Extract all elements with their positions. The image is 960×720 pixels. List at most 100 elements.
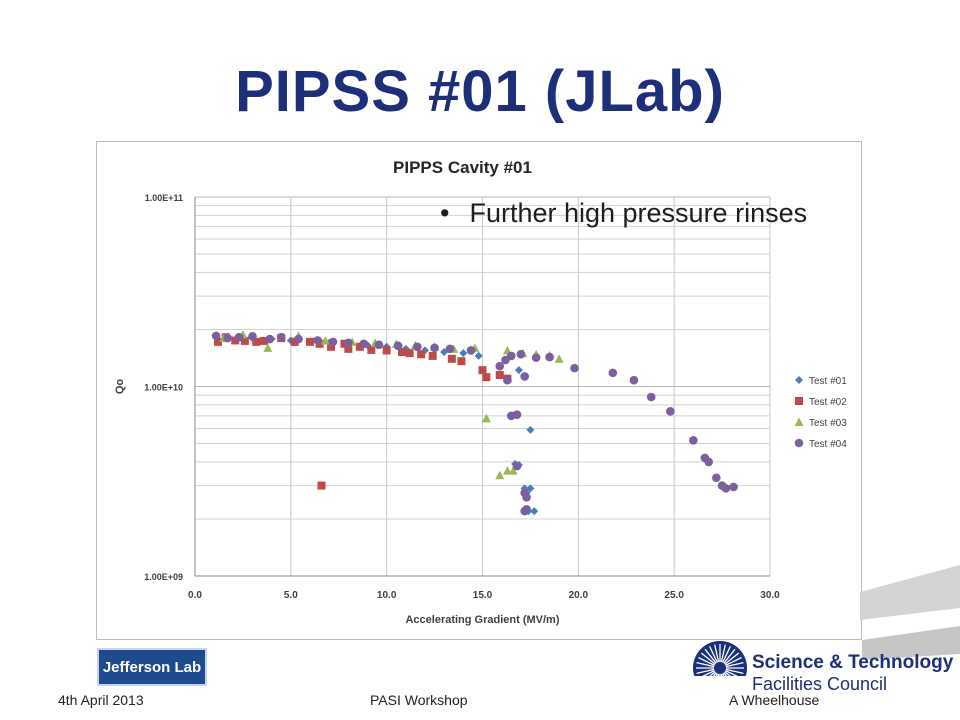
data-point-test-4 <box>570 363 579 373</box>
stfc-logo-line1: Science & Technology <box>752 652 954 673</box>
x-axis-label: Accelerating Gradient (MV/m) <box>405 614 559 626</box>
data-point-test-2 <box>214 337 222 346</box>
data-point-test-4 <box>503 375 512 385</box>
data-point-test-2 <box>252 337 261 346</box>
data-point-test-2 <box>405 349 414 358</box>
data-point-test-4 <box>328 337 338 347</box>
data-point-test-4 <box>374 340 384 350</box>
data-point-test-2 <box>495 370 504 379</box>
data-point-test-4 <box>646 392 656 402</box>
y-tick-label: 1.00E+09 <box>144 572 183 582</box>
data-point-test-4 <box>712 473 721 483</box>
x-tick-label: 5.0 <box>284 590 298 601</box>
data-point-test-4 <box>520 372 529 381</box>
data-point-test-4 <box>495 361 505 371</box>
data-point-test-4 <box>313 336 322 345</box>
data-point-test-1 <box>474 351 483 360</box>
x-tick-label: 0.0 <box>188 590 202 601</box>
data-point-test-4 <box>211 331 221 341</box>
x-tick-label: 25.0 <box>664 590 684 601</box>
data-point-test-1 <box>526 425 535 434</box>
footer-date: 4th April 2013 <box>58 692 144 708</box>
data-point-test-1 <box>530 507 539 516</box>
y-tick-label: 1.00E+10 <box>144 383 183 393</box>
data-point-test-3 <box>495 470 505 480</box>
data-point-test-4 <box>516 349 526 359</box>
data-point-test-2 <box>260 336 268 345</box>
legend-label: Test #04 <box>809 439 847 450</box>
data-point-test-2 <box>355 342 364 351</box>
stfc-logo-line2: Facilities Council <box>752 674 888 694</box>
chart-frame: PIPPS Cavity #01 0.0 5.0 10.0 15.0 20.0 25.0 30… <box>96 141 862 640</box>
data-point-test-2 <box>240 336 249 345</box>
data-point-test-4 <box>276 332 286 342</box>
data-point-test-2 <box>382 346 391 355</box>
data-point-test-4 <box>430 343 439 353</box>
jefferson-lab-logo-text: Jefferson Lab <box>102 658 202 676</box>
x-tick-label: 30.0 <box>760 590 780 601</box>
x-tick-label: 20.0 <box>569 590 589 601</box>
y-axis-label: Qo <box>114 379 126 395</box>
footer-author: A Wheelhouse <box>729 692 820 708</box>
bullet-dot: • <box>440 198 450 228</box>
scatter-chart: PIPPS Cavity #01 0.0 5.0 10.0 15.0 20.0 25.0 30… <box>114 158 847 626</box>
data-point-test-1 <box>514 366 523 375</box>
data-point-test-4 <box>522 493 531 502</box>
swoosh-lower <box>862 626 960 660</box>
data-point-test-2 <box>398 348 406 357</box>
jefferson-lab-logo: Jefferson Lab <box>97 648 207 686</box>
bullet-text: Further high pressure rinses <box>469 198 808 228</box>
data-point-test-2 <box>231 336 240 345</box>
data-point-test-4 <box>689 436 698 445</box>
legend-marker <box>795 397 803 405</box>
slide-title: PIPSS #01 (JLab) <box>235 59 725 124</box>
data-point-test-4 <box>466 346 476 355</box>
data-point-test-2 <box>306 337 314 346</box>
legend-label: Test #02 <box>809 397 847 408</box>
data-point-test-3 <box>263 343 273 352</box>
y-tick-label: 1.00E+11 <box>145 193 183 203</box>
legend-label: Test #01 <box>809 376 847 387</box>
data-point-test-4 <box>608 368 618 378</box>
data-point-test-4 <box>359 339 368 349</box>
data-point-test-4 <box>721 484 731 493</box>
data-point-test-2 <box>478 366 487 375</box>
legend-marker <box>795 376 803 384</box>
legend-label: Test #03 <box>809 418 847 429</box>
data-point-test-4 <box>234 332 244 342</box>
data-point-test-2 <box>428 351 437 360</box>
data-point-test-3 <box>554 354 564 363</box>
data-point-test-2 <box>344 344 353 353</box>
data-point-test-4 <box>265 334 275 344</box>
data-point-test-2 <box>367 345 376 354</box>
data-point-test-1 <box>459 349 468 358</box>
data-point-test-4 <box>445 344 455 354</box>
x-tick-label: 15.0 <box>473 590 493 601</box>
data-point-test-4 <box>545 352 554 362</box>
chart-title: PIPPS Cavity #01 <box>393 158 532 177</box>
stfc-logo: Science & Technology Facilities Council <box>690 638 953 698</box>
swoosh-upper <box>860 565 960 620</box>
data-point-test-2 <box>290 337 299 346</box>
x-tick-label: 10.0 <box>377 590 397 601</box>
data-point-test-4 <box>248 332 257 341</box>
data-point-test-4 <box>704 457 713 467</box>
data-point-test-4 <box>520 506 529 516</box>
data-point-test-4 <box>223 333 232 343</box>
data-point-test-2 <box>327 342 336 351</box>
data-point-test-4 <box>294 334 303 344</box>
data-point-test-4 <box>531 353 541 362</box>
data-point-test-4 <box>393 341 403 351</box>
legend-marker <box>794 438 804 448</box>
legend-marker <box>794 417 804 426</box>
data-point-test-3 <box>508 466 518 475</box>
data-point-test-4 <box>512 461 522 471</box>
data-point-test-2 <box>417 350 426 359</box>
data-point-test-2 <box>457 357 466 366</box>
data-point-test-4 <box>629 375 639 385</box>
footer-event: PASI Workshop <box>370 692 468 708</box>
data-point-test-4 <box>666 406 675 416</box>
data-point-test-3 <box>320 335 330 345</box>
data-point-test-4 <box>344 338 353 348</box>
